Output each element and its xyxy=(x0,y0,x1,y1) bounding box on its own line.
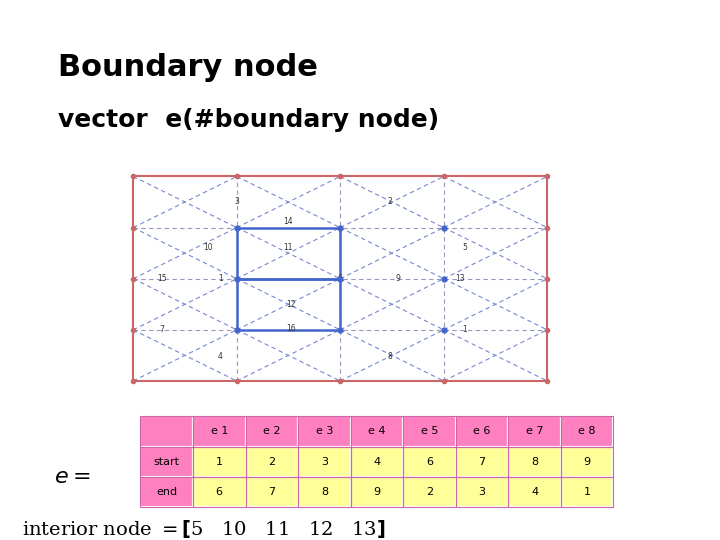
Text: e 3: e 3 xyxy=(315,427,333,436)
Text: 7: 7 xyxy=(479,457,485,467)
Text: 14: 14 xyxy=(284,217,293,226)
FancyBboxPatch shape xyxy=(298,416,351,447)
Text: 2: 2 xyxy=(269,457,275,467)
Text: 10: 10 xyxy=(203,242,212,252)
FancyBboxPatch shape xyxy=(403,477,456,507)
FancyBboxPatch shape xyxy=(561,477,613,507)
Text: e 4: e 4 xyxy=(368,427,386,436)
Text: 8: 8 xyxy=(321,487,328,497)
Text: 8: 8 xyxy=(531,457,538,467)
Text: interior node $= \mathbf{[}$5   10   11   12   13$\mathbf{]}$: interior node $= \mathbf{[}$5 10 11 12 1… xyxy=(22,518,385,540)
Text: 6: 6 xyxy=(216,487,222,497)
FancyBboxPatch shape xyxy=(140,477,193,507)
Text: 1: 1 xyxy=(217,274,222,283)
FancyBboxPatch shape xyxy=(246,477,298,507)
FancyBboxPatch shape xyxy=(508,416,561,447)
Text: 2: 2 xyxy=(426,487,433,497)
FancyBboxPatch shape xyxy=(193,477,246,507)
Text: 6: 6 xyxy=(338,274,343,283)
Text: e 6: e 6 xyxy=(473,427,491,436)
Text: 9: 9 xyxy=(374,487,380,497)
Text: e 5: e 5 xyxy=(420,427,438,436)
Text: 4: 4 xyxy=(531,487,538,497)
Text: Matlab matrices (computation info): Matlab matrices (computation info) xyxy=(8,11,263,24)
Text: 5: 5 xyxy=(462,242,467,252)
Text: 3: 3 xyxy=(479,487,485,497)
Text: 1: 1 xyxy=(584,487,590,497)
Text: 3: 3 xyxy=(234,197,239,206)
Text: 1: 1 xyxy=(216,457,222,467)
Text: vector  e(#boundary node): vector e(#boundary node) xyxy=(58,109,438,132)
Text: 12: 12 xyxy=(286,300,295,309)
FancyBboxPatch shape xyxy=(403,416,456,447)
Text: start: start xyxy=(153,457,180,467)
FancyBboxPatch shape xyxy=(140,416,193,447)
FancyBboxPatch shape xyxy=(351,447,403,477)
Text: 15: 15 xyxy=(158,274,167,283)
FancyBboxPatch shape xyxy=(508,477,561,507)
FancyBboxPatch shape xyxy=(140,447,193,477)
Text: 8: 8 xyxy=(387,352,392,361)
Text: 4: 4 xyxy=(217,352,222,361)
Text: e 1: e 1 xyxy=(210,427,228,436)
Text: e 7: e 7 xyxy=(526,427,544,436)
Text: e 8: e 8 xyxy=(578,427,596,436)
Text: 7: 7 xyxy=(160,325,165,334)
FancyBboxPatch shape xyxy=(456,447,508,477)
Text: Boundary node: Boundary node xyxy=(58,53,318,82)
FancyBboxPatch shape xyxy=(403,447,456,477)
Text: 3: 3 xyxy=(321,457,328,467)
FancyBboxPatch shape xyxy=(246,447,298,477)
FancyBboxPatch shape xyxy=(193,416,246,447)
Text: 1: 1 xyxy=(462,325,467,334)
Text: 4: 4 xyxy=(374,457,380,467)
Text: 7: 7 xyxy=(269,487,275,497)
FancyBboxPatch shape xyxy=(193,447,246,477)
FancyBboxPatch shape xyxy=(456,477,508,507)
FancyBboxPatch shape xyxy=(561,416,613,447)
Text: end: end xyxy=(156,487,177,497)
FancyBboxPatch shape xyxy=(298,477,351,507)
Text: 11: 11 xyxy=(284,242,293,252)
Text: 2: 2 xyxy=(387,197,392,206)
FancyBboxPatch shape xyxy=(351,416,403,447)
FancyBboxPatch shape xyxy=(351,477,403,507)
FancyBboxPatch shape xyxy=(508,447,561,477)
FancyBboxPatch shape xyxy=(246,416,298,447)
Text: 9: 9 xyxy=(396,274,400,283)
FancyBboxPatch shape xyxy=(456,416,508,447)
FancyBboxPatch shape xyxy=(298,447,351,477)
Text: $e=$: $e=$ xyxy=(54,466,90,488)
FancyBboxPatch shape xyxy=(561,447,613,477)
Text: 13: 13 xyxy=(456,274,465,283)
Text: e 2: e 2 xyxy=(263,427,281,436)
Text: 6: 6 xyxy=(426,457,433,467)
Text: 16: 16 xyxy=(286,325,295,333)
Text: 9: 9 xyxy=(584,457,590,467)
